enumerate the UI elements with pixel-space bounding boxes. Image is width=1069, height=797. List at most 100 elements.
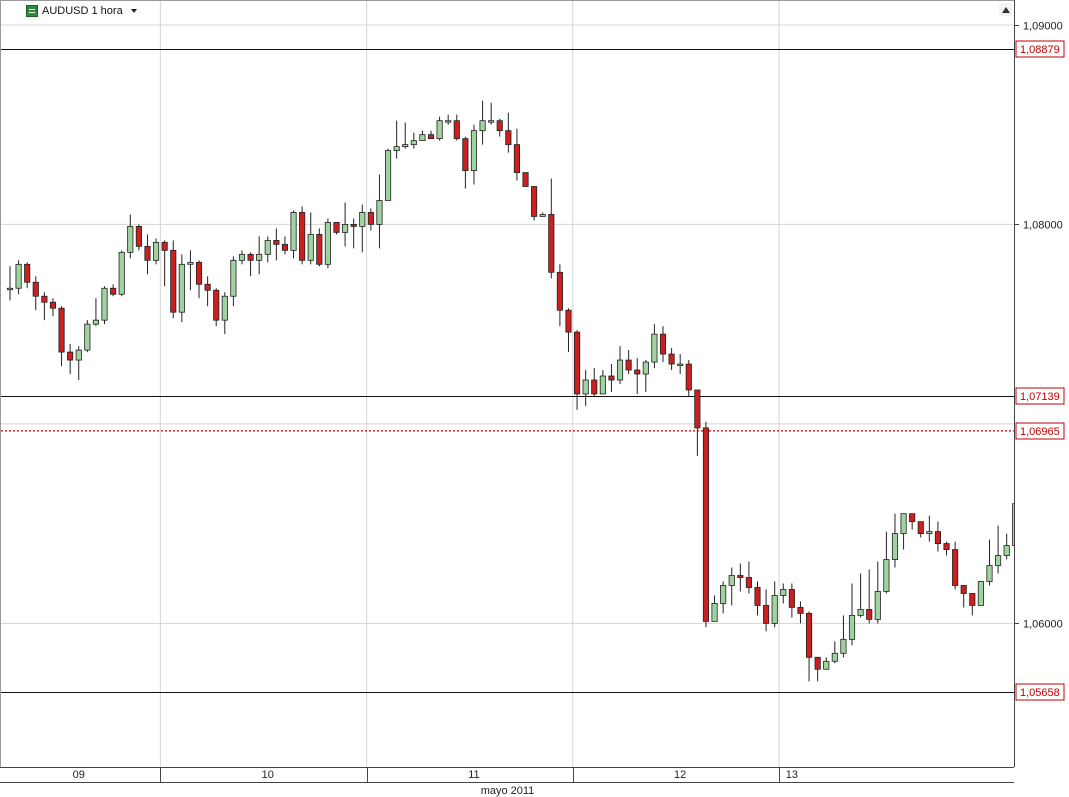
candle: [118, 250, 125, 297]
candle-body-down: [144, 245, 151, 261]
candle: [651, 324, 658, 369]
x-day-label-0: 09: [73, 769, 85, 781]
candle-body-down: [574, 331, 581, 395]
candle-body-down: [694, 389, 701, 429]
candle-body-up: [153, 241, 160, 261]
candle-body-down: [522, 172, 529, 187]
candle: [402, 122, 409, 149]
candle-body-up: [402, 144, 409, 148]
candle-body-down: [58, 307, 65, 353]
candle: [917, 521, 924, 538]
candle: [230, 256, 237, 307]
candle-body-down: [917, 521, 924, 535]
candle: [745, 561, 752, 594]
candle-body-up: [840, 638, 847, 654]
candle-body-down: [350, 224, 357, 227]
candle-body-down: [969, 593, 976, 606]
price-tag-label-0: 1,08879: [1020, 44, 1060, 56]
candle: [943, 541, 950, 556]
candle: [247, 252, 254, 277]
candle: [496, 118, 503, 137]
candle: [410, 132, 417, 149]
candle-body-up: [238, 253, 246, 261]
price-tag-label-2: 1,06965: [1020, 426, 1060, 438]
candle: [926, 515, 933, 542]
candle: [891, 513, 899, 568]
candle-body-up: [230, 259, 237, 297]
triangle-up-icon[interactable]: [999, 3, 1012, 16]
candle-body-up: [986, 565, 993, 582]
candle: [634, 358, 641, 394]
candle: [625, 350, 632, 375]
candle-body-up: [436, 120, 443, 140]
candle: [522, 172, 529, 187]
candle: [24, 262, 31, 289]
candle: [960, 585, 967, 608]
price-tag-box-2: [1015, 422, 1065, 440]
candle: [427, 130, 435, 140]
candle-body-down: [934, 531, 942, 544]
candle: [814, 656, 821, 682]
candle-body-down: [204, 283, 211, 291]
candle-body-up: [857, 609, 864, 616]
candle: [823, 657, 830, 670]
candle: [934, 521, 942, 552]
candle: [831, 641, 838, 664]
candle: [178, 254, 185, 323]
candle: [299, 206, 306, 265]
candle: [453, 114, 460, 141]
candle-body-up: [342, 224, 349, 233]
candle-body-down: [531, 186, 538, 217]
candle: [505, 112, 512, 153]
candle-body-down: [952, 549, 959, 586]
candle-body-up: [883, 559, 890, 592]
candle: [187, 250, 194, 291]
candle: [952, 541, 959, 590]
candle-body-up: [256, 253, 263, 261]
candle: [264, 236, 271, 263]
candle-body-down: [281, 243, 289, 251]
candle: [324, 218, 331, 269]
candle: [161, 240, 168, 287]
candle-body-up: [15, 263, 22, 289]
candle-body-up: [445, 120, 452, 123]
candle-body-down: [462, 138, 469, 171]
candle-body-up: [539, 214, 546, 217]
candle-body-up: [384, 150, 392, 201]
candle-body-down: [505, 130, 512, 146]
chevron-down-icon[interactable]: [130, 9, 137, 13]
candle: [866, 569, 873, 624]
candle: [110, 284, 117, 297]
candle-body-down: [745, 577, 752, 588]
candle: [668, 348, 675, 371]
candle: [565, 308, 572, 353]
candle: [548, 178, 555, 279]
candle-body-down: [299, 212, 306, 261]
candle-body-up: [75, 349, 82, 361]
candle: [531, 186, 538, 221]
x-day-label-4: 13: [786, 769, 798, 781]
chart-symbol-icon: [26, 5, 38, 17]
candle-body-up: [479, 120, 486, 132]
candle: [900, 513, 907, 550]
x-month-label: mayo 2011: [481, 785, 535, 797]
candle-body-down: [668, 353, 675, 365]
candle: [101, 286, 108, 325]
y-tick-label-1: 1,08000: [1023, 220, 1063, 232]
candle: [359, 204, 366, 253]
candle-body-up: [187, 261, 194, 265]
candle-body-up: [1003, 545, 1010, 556]
symbol-selector[interactable]: AUDUSD 1 hora: [26, 2, 141, 20]
candle: [462, 136, 469, 189]
candle: [720, 581, 727, 614]
price-tag-label-1: 1,07139: [1020, 391, 1060, 403]
candle: [582, 370, 589, 406]
candle: [49, 298, 57, 317]
candle: [316, 228, 323, 267]
candle-body-down: [866, 609, 873, 620]
candle: [805, 611, 813, 682]
price-tag-box-1: [1015, 387, 1065, 405]
candle-body-down: [367, 212, 374, 225]
candle-body-up: [92, 319, 99, 325]
